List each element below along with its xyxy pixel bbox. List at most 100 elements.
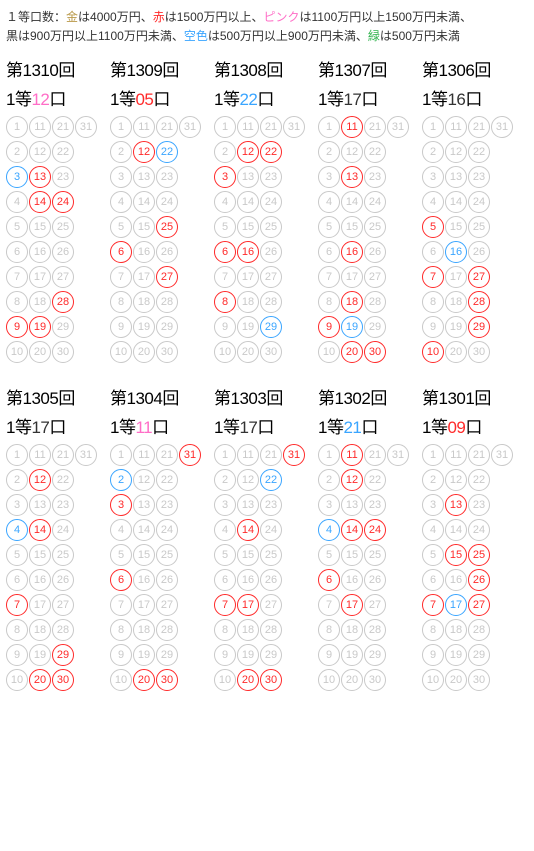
- number-circle: 5: [110, 216, 132, 238]
- number-circle: 8: [110, 619, 132, 641]
- number-circle: 14: [341, 191, 363, 213]
- number-row: 61626: [6, 569, 110, 591]
- number-row: 1112131: [318, 444, 422, 466]
- number-circle: 21: [156, 116, 178, 138]
- number-circle: 31: [387, 444, 409, 466]
- number-circle: 26: [260, 241, 282, 263]
- number-row: 41424: [422, 519, 526, 541]
- number-row: 41424: [318, 519, 422, 541]
- number-circle: 30: [260, 669, 282, 691]
- number-circle: 17: [445, 266, 467, 288]
- number-row: 71727: [110, 594, 214, 616]
- number-row: 61626: [214, 569, 318, 591]
- number-row: 71727: [318, 594, 422, 616]
- number-circle: 6: [214, 569, 236, 591]
- number-circle: 22: [52, 469, 74, 491]
- number-circle: 27: [52, 266, 74, 288]
- number-grid: 1112131212223132341424515256162671727818…: [422, 116, 526, 363]
- number-circle: 12: [133, 469, 155, 491]
- number-row: 61626: [318, 569, 422, 591]
- number-row: 61626: [110, 241, 214, 263]
- number-circle: 13: [133, 166, 155, 188]
- number-circle: 12: [341, 141, 363, 163]
- number-row: 81828: [110, 291, 214, 313]
- number-row: 102030: [110, 341, 214, 363]
- number-circle: 18: [29, 291, 51, 313]
- number-row: 41424: [6, 519, 110, 541]
- number-circle: 9: [318, 316, 340, 338]
- number-circle: 5: [214, 216, 236, 238]
- number-circle: 30: [156, 669, 178, 691]
- number-circle: 17: [445, 594, 467, 616]
- number-circle: 4: [422, 519, 444, 541]
- number-circle: 21: [364, 116, 386, 138]
- number-circle: 18: [133, 291, 155, 313]
- number-grid: 1112131212223132341424515256162671727818…: [214, 444, 318, 691]
- number-circle: 19: [29, 316, 51, 338]
- number-circle: 23: [52, 166, 74, 188]
- number-grid: 1112131212223132341424515256162671727818…: [110, 444, 214, 691]
- number-circle: 4: [110, 191, 132, 213]
- legend: １等口数：金は4000万円、赤は1500万円以上、ピンクは1100万円以上150…: [6, 8, 528, 46]
- number-circle: 29: [260, 644, 282, 666]
- number-circle: 5: [214, 544, 236, 566]
- number-row: 102030: [6, 341, 110, 363]
- number-row: 31323: [110, 166, 214, 188]
- number-circle: 11: [133, 444, 155, 466]
- number-circle: 28: [52, 291, 74, 313]
- number-circle: 19: [445, 316, 467, 338]
- draw-round: 第1305回: [6, 384, 110, 409]
- number-circle: 9: [214, 644, 236, 666]
- number-circle: 20: [29, 341, 51, 363]
- number-row: 1112131: [110, 116, 214, 138]
- number-circle: 14: [237, 191, 259, 213]
- legend-part: 金: [66, 10, 78, 24]
- number-circle: 12: [29, 141, 51, 163]
- number-circle: 30: [52, 669, 74, 691]
- number-circle: 30: [156, 341, 178, 363]
- number-circle: 6: [422, 569, 444, 591]
- number-circle: 31: [387, 116, 409, 138]
- number-grid: 1112131212223132341424515256162671727818…: [214, 116, 318, 363]
- number-circle: 2: [6, 141, 28, 163]
- number-circle: 26: [468, 241, 490, 263]
- number-circle: 21: [52, 116, 74, 138]
- number-circle: 10: [318, 669, 340, 691]
- number-circle: 27: [260, 266, 282, 288]
- number-circle: 11: [341, 444, 363, 466]
- number-circle: 3: [6, 166, 28, 188]
- number-circle: 18: [341, 291, 363, 313]
- number-circle: 23: [468, 494, 490, 516]
- number-circle: 10: [110, 341, 132, 363]
- number-grid: 1112131212223132341424515256162671727818…: [110, 116, 214, 363]
- number-circle: 9: [6, 316, 28, 338]
- number-circle: 31: [283, 444, 305, 466]
- number-row: 102030: [6, 669, 110, 691]
- number-circle: 28: [468, 619, 490, 641]
- number-circle: 2: [110, 141, 132, 163]
- number-row: 102030: [110, 669, 214, 691]
- number-circle: 7: [6, 266, 28, 288]
- number-circle: 19: [237, 644, 259, 666]
- number-circle: 21: [260, 444, 282, 466]
- number-circle: 1: [318, 444, 340, 466]
- number-circle: 30: [364, 341, 386, 363]
- number-circle: 9: [214, 316, 236, 338]
- number-circle: 10: [318, 341, 340, 363]
- number-circle: 20: [445, 669, 467, 691]
- number-circle: 31: [179, 116, 201, 138]
- number-circle: 5: [318, 544, 340, 566]
- number-row: 1112131: [422, 444, 526, 466]
- number-circle: 26: [156, 241, 178, 263]
- number-circle: 30: [52, 341, 74, 363]
- number-circle: 23: [364, 494, 386, 516]
- draw-round: 第1308回: [214, 56, 318, 81]
- number-circle: 21: [260, 116, 282, 138]
- number-circle: 17: [341, 266, 363, 288]
- number-circle: 27: [364, 594, 386, 616]
- number-row: 61626: [318, 241, 422, 263]
- number-circle: 24: [156, 191, 178, 213]
- number-circle: 31: [491, 444, 513, 466]
- number-circle: 9: [422, 644, 444, 666]
- number-circle: 12: [237, 141, 259, 163]
